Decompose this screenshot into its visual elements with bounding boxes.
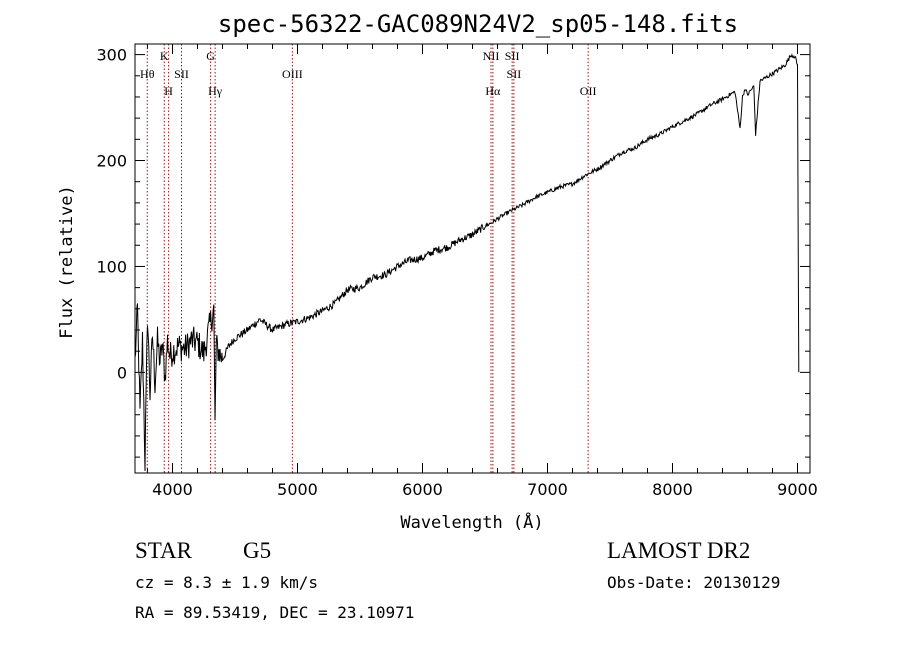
spectral-line-label: SII bbox=[174, 67, 189, 81]
x-tick-label: 6000 bbox=[402, 480, 443, 499]
x-tick-label: 5000 bbox=[277, 480, 318, 499]
y-tick-label: 200 bbox=[96, 152, 127, 171]
spectrum-line bbox=[134, 53, 800, 472]
observation-date: Obs-Date: 20130129 bbox=[607, 573, 781, 592]
y-axis-label: Flux (relative) bbox=[57, 185, 77, 339]
spectral-line-label: Hθ bbox=[140, 67, 155, 81]
y-tick-label: 100 bbox=[96, 257, 127, 276]
redshift-velocity: cz = 8.3 ± 1.9 km/s bbox=[135, 573, 319, 592]
x-tick-label: 7000 bbox=[527, 480, 568, 499]
x-tick-label: 9000 bbox=[777, 480, 818, 499]
chart-title: spec-56322-GAC089N24V2_sp05-148.fits bbox=[218, 10, 738, 38]
y-tick-label: 300 bbox=[96, 46, 127, 65]
spectral-line-label: SII bbox=[505, 49, 520, 63]
object-class: STAR bbox=[135, 538, 192, 563]
x-tick-label: 8000 bbox=[652, 480, 693, 499]
spectral-line-label: K bbox=[160, 49, 169, 63]
sky-coordinates: RA = 89.53419, DEC = 23.10971 bbox=[135, 603, 415, 622]
spectral-line-label: OIII bbox=[282, 67, 303, 81]
plot-frame bbox=[134, 43, 811, 474]
spectral-line-label: G bbox=[206, 49, 215, 63]
spectral-line-label: Hα bbox=[485, 84, 501, 98]
spectral-subclass: G5 bbox=[243, 538, 272, 563]
spectral-line-label: Hγ bbox=[208, 84, 223, 98]
x-axis-label: Wavelength (Å) bbox=[400, 511, 543, 533]
spectral-line-label: SII bbox=[507, 67, 522, 81]
survey-name: LAMOST DR2 bbox=[607, 538, 751, 563]
spectrum-series bbox=[134, 53, 800, 472]
spectral-line-label: H bbox=[164, 84, 173, 98]
axis-ticks: 4000 5000 6000 7000 8000 9000 0 100 200 300 bbox=[96, 44, 818, 499]
y-tick-label: 0 bbox=[117, 363, 127, 382]
x-tick-label: 4000 bbox=[152, 480, 193, 499]
spectral-line-label: NII bbox=[483, 49, 500, 63]
spectral-line-label: OII bbox=[580, 84, 597, 98]
